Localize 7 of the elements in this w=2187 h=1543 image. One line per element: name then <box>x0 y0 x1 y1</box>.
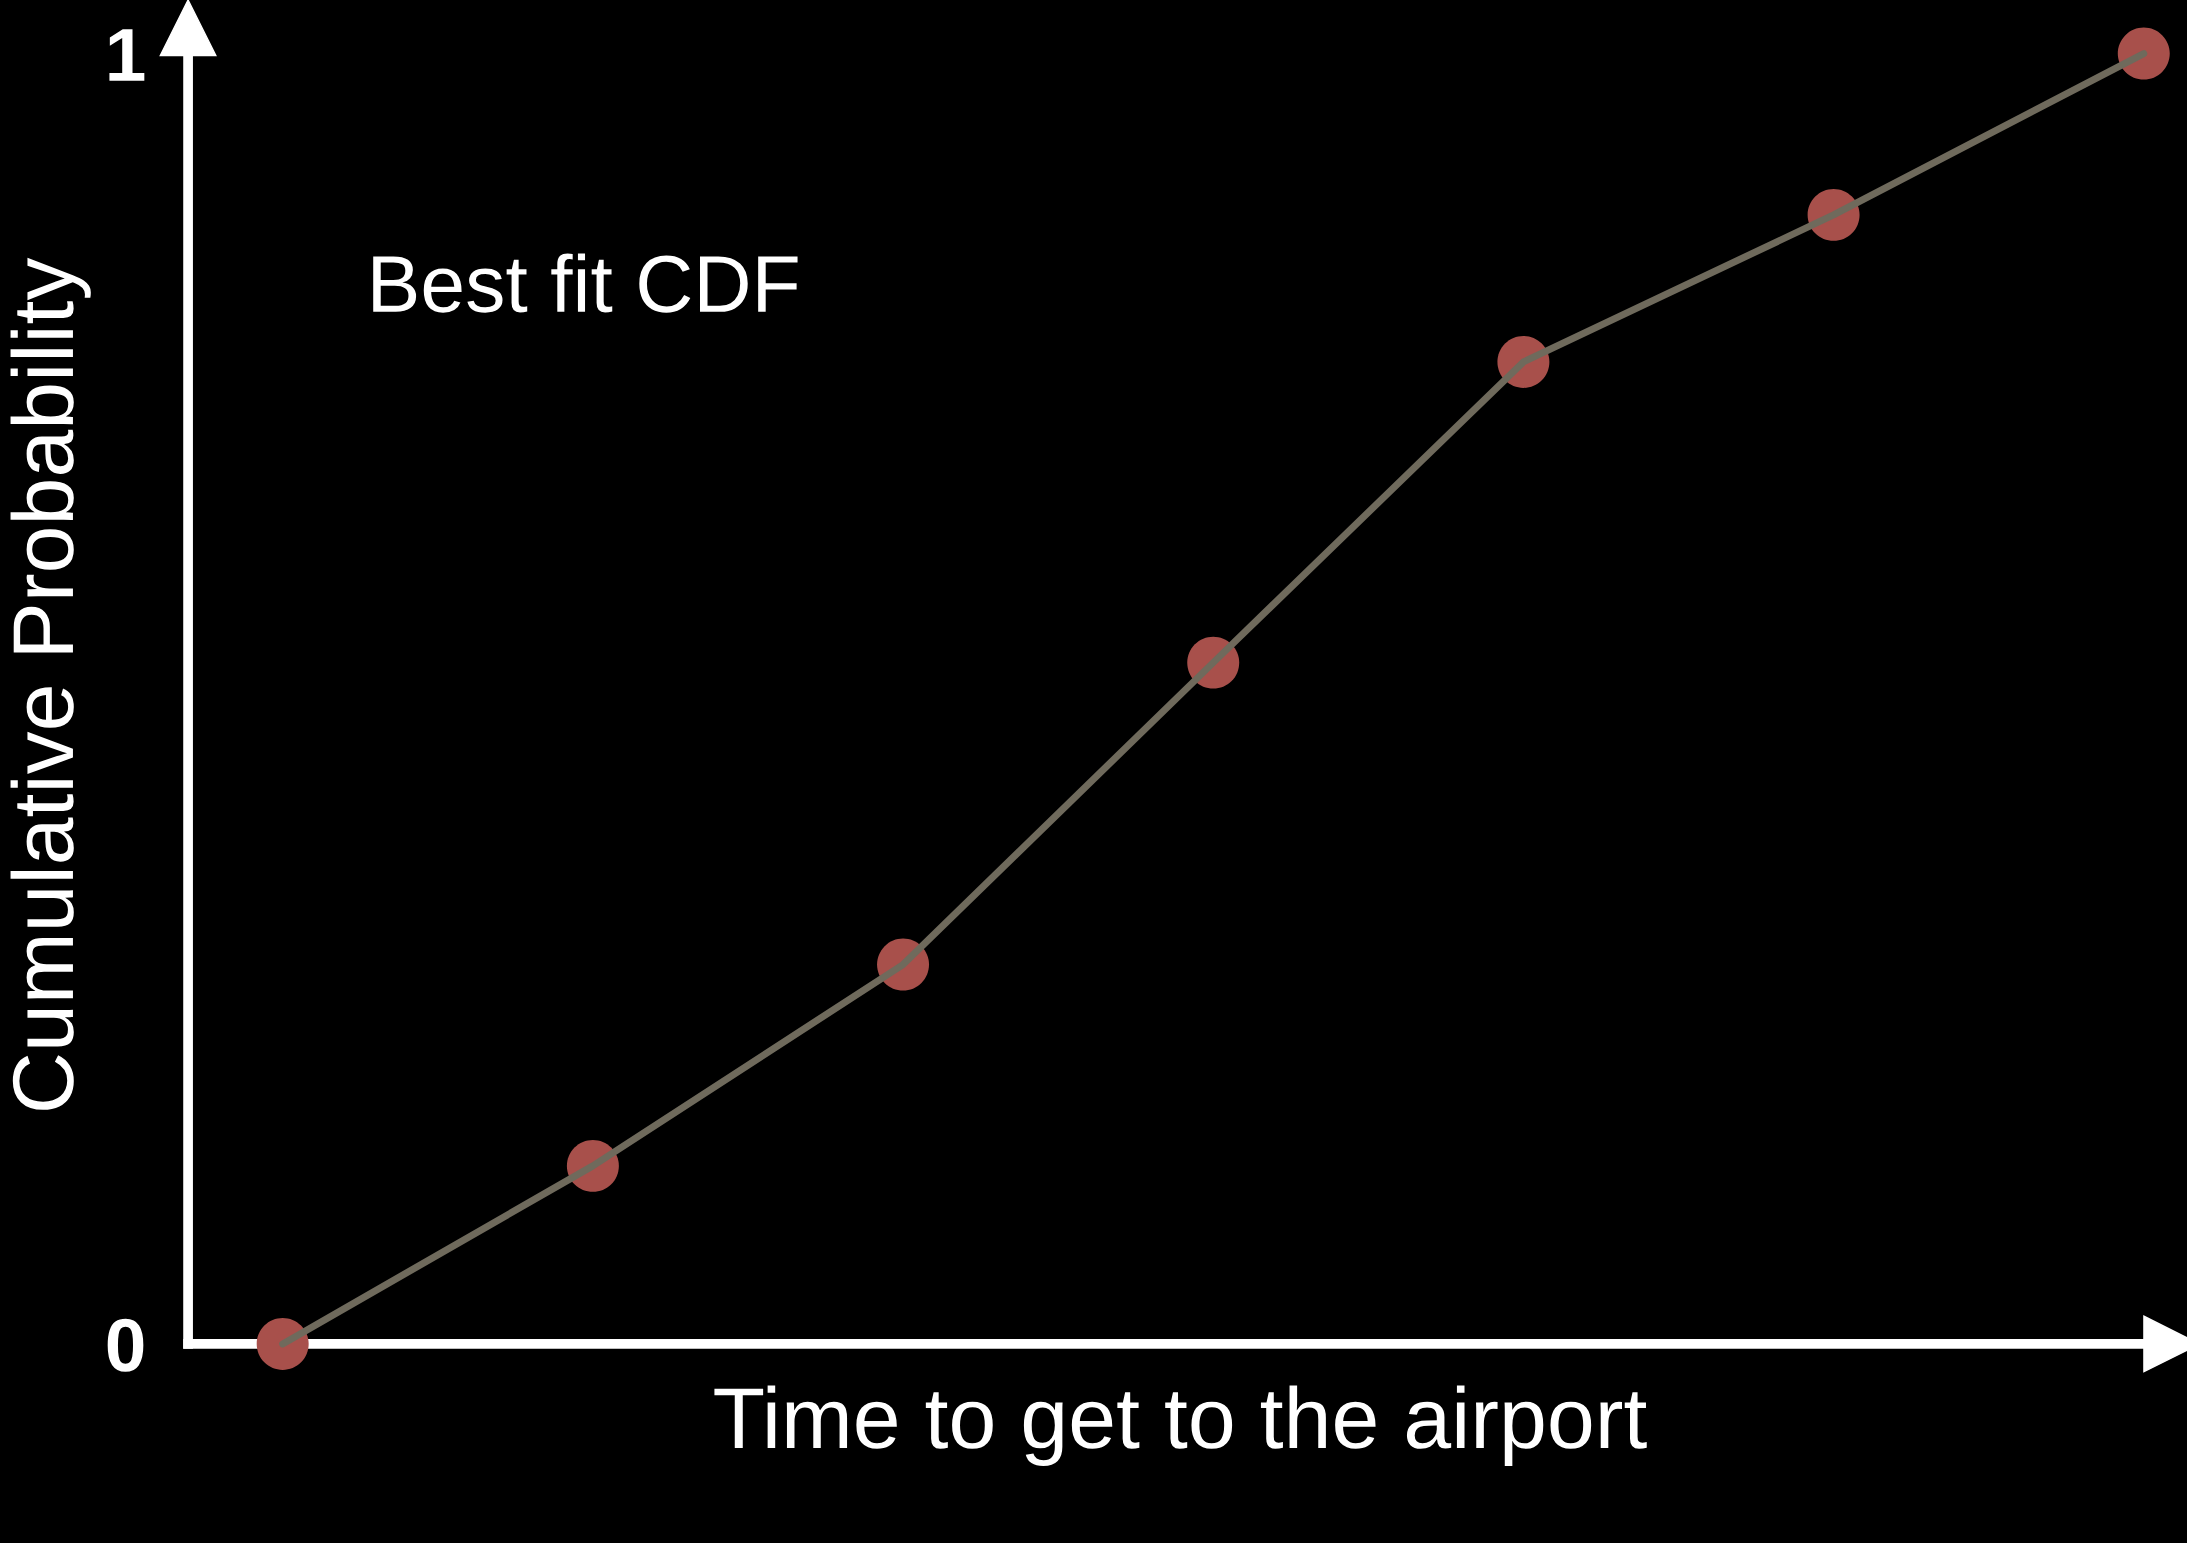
y-tick-label: 0 <box>107 1318 144 1372</box>
x-axis-title: Time to get to the airport <box>714 1385 1647 1466</box>
point <box>256 1317 309 1370</box>
point <box>2117 27 2170 80</box>
y-axis-title: Cumulative Probability <box>10 257 91 1110</box>
y-tick-label: 1 <box>109 29 145 81</box>
annotation: Best fit CDF <box>373 253 798 313</box>
